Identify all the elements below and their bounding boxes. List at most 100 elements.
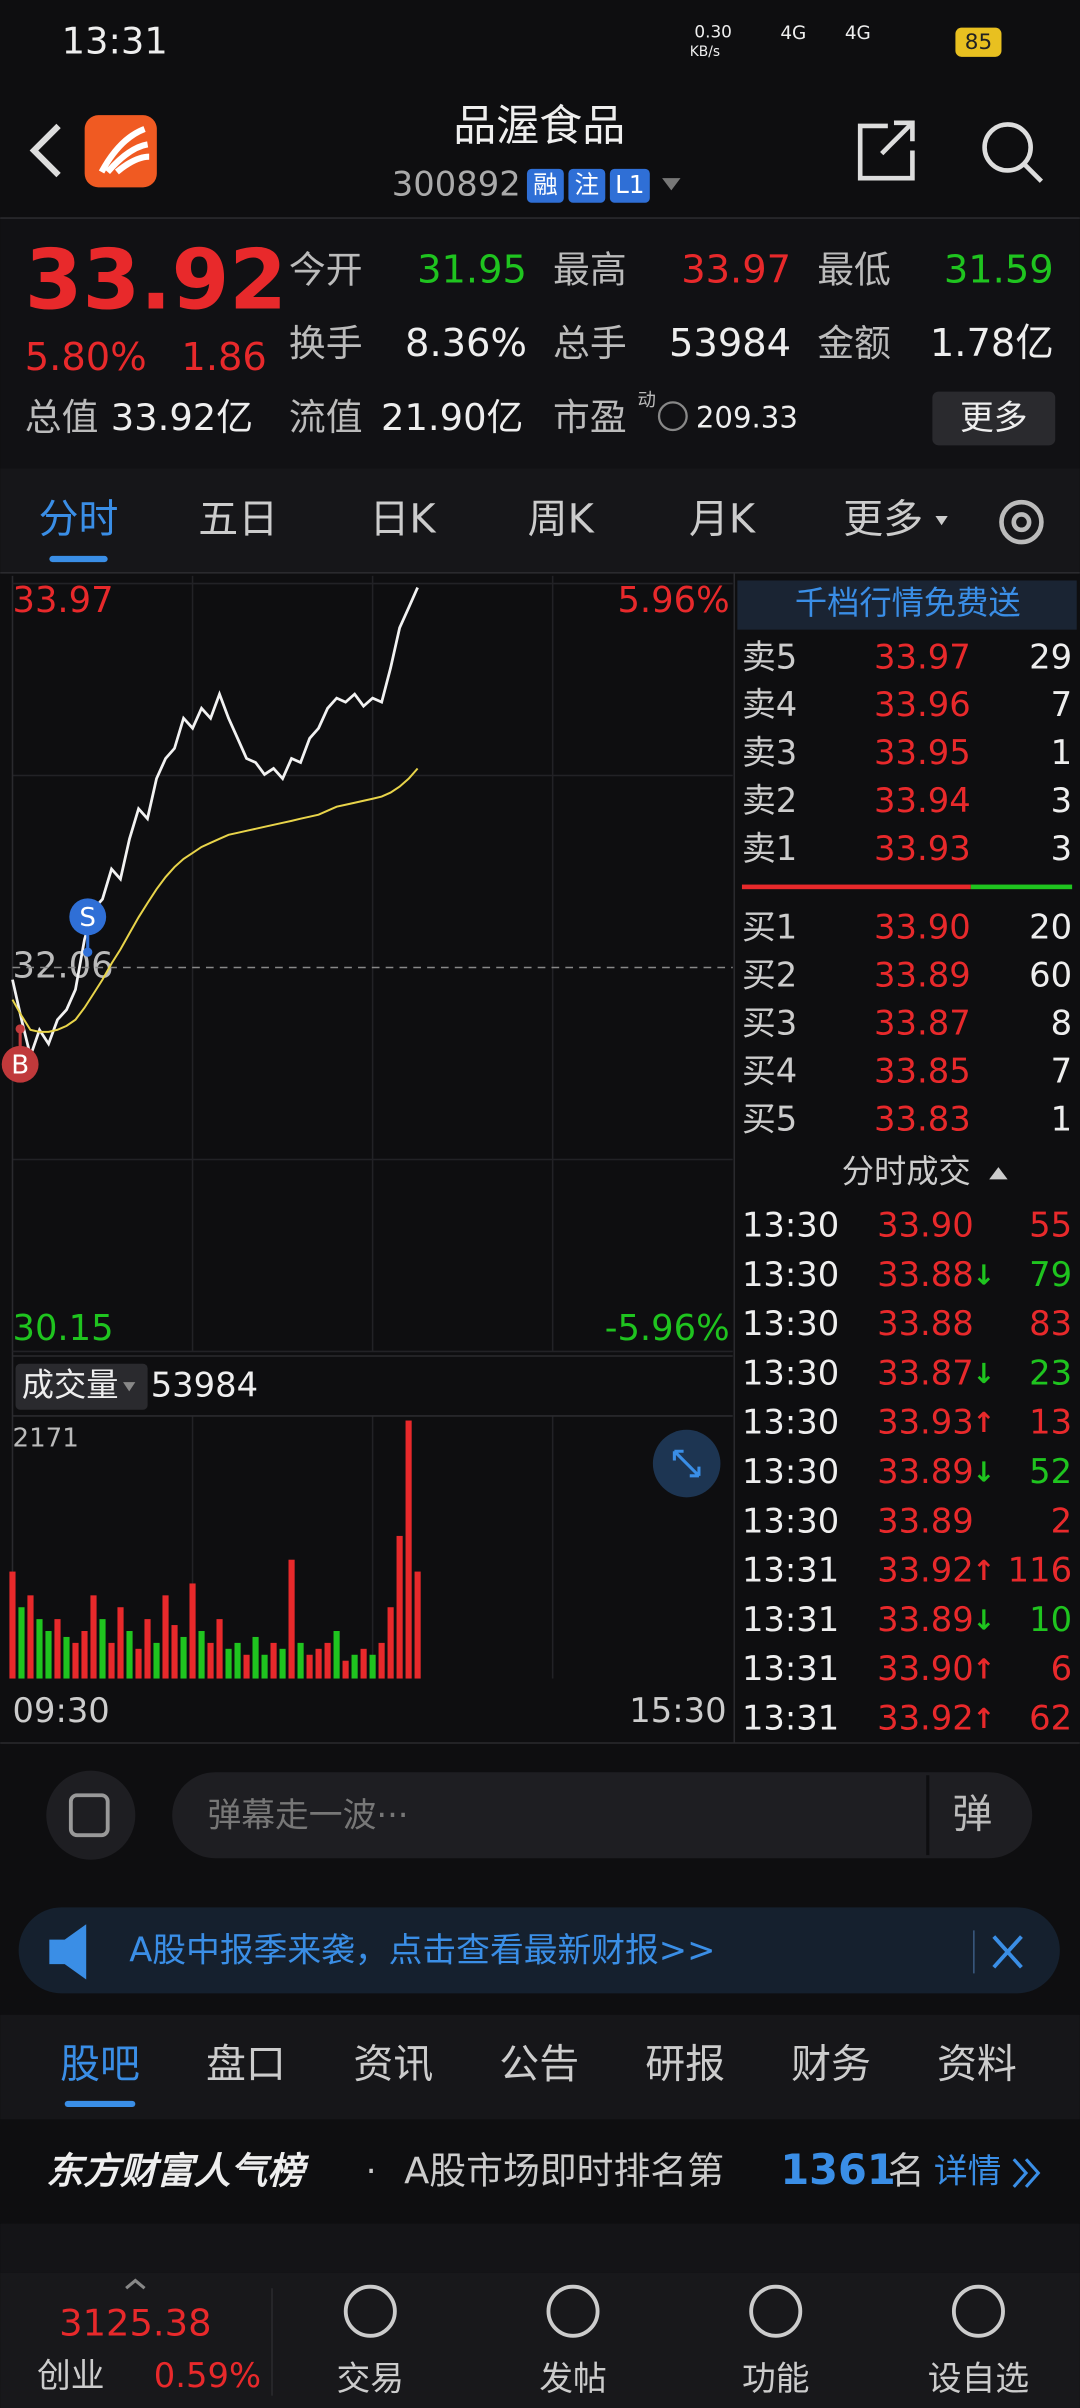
- trades-title: 分时成交: [842, 1152, 971, 1190]
- comment-placeholder[interactable]: 弹幕走一波···: [208, 1795, 409, 1834]
- ask-ratio: [741, 884, 971, 890]
- trade-time: 13:30: [742, 1206, 839, 1245]
- volume-selector[interactable]: [15, 1363, 148, 1410]
- banner-bg[interactable]: [18, 1907, 1060, 1994]
- signal: 4G: [780, 23, 806, 44]
- stock-code: 300892: [392, 164, 521, 203]
- book-level: 卖4: [742, 685, 797, 724]
- nav-icon[interactable]: [951, 2284, 1005, 2338]
- volume-bar: [99, 1619, 106, 1679]
- nav-icon[interactable]: [343, 2284, 397, 2338]
- separator: ·: [366, 2152, 377, 2191]
- book-price: 33.96: [874, 685, 971, 724]
- nav-icon[interactable]: [749, 2284, 803, 2338]
- chart-tab[interactable]: 分时: [39, 497, 119, 543]
- section-tab[interactable]: 股吧: [60, 2042, 140, 2088]
- marker-dot: [15, 1024, 25, 1034]
- field-label: 今开: [289, 248, 363, 291]
- share-icon[interactable]: [857, 120, 915, 181]
- promo-label[interactable]: 千档行情免费送: [795, 584, 1021, 622]
- book-price: 33.90: [874, 908, 971, 947]
- volume-bar: [27, 1595, 34, 1679]
- volume-bar: [54, 1619, 61, 1679]
- volume-bar: [72, 1642, 79, 1679]
- trade-direction: ↑: [972, 1554, 995, 1587]
- field-value: 53984: [669, 321, 791, 366]
- chart-tab[interactable]: 日K: [370, 497, 437, 543]
- trade-time: 13:30: [742, 1501, 839, 1540]
- banner-text[interactable]: A股中报季来袭，点击查看最新财报>>: [129, 1930, 715, 1969]
- settings-icon[interactable]: [999, 499, 1044, 545]
- section-tab[interactable]: 资料: [937, 2042, 1017, 2088]
- trade-direction: ↓: [972, 1357, 995, 1390]
- section-tab[interactable]: 资讯: [353, 2042, 433, 2088]
- close-icon[interactable]: [992, 1935, 1023, 1969]
- trade-time: 13:31: [742, 1600, 839, 1639]
- book-level: 卖2: [742, 781, 797, 820]
- comment-icon: [68, 1793, 110, 1838]
- nav-label[interactable]: 发帖: [539, 2359, 607, 2398]
- chart-tab[interactable]: 月K: [689, 497, 756, 543]
- volume-bar: [369, 1654, 376, 1679]
- trade-volume: 6: [1051, 1649, 1072, 1688]
- trade-time: 13:31: [742, 1551, 839, 1590]
- trade-volume: 116: [1008, 1551, 1072, 1590]
- y2-tick-label: -5.96%: [605, 1308, 730, 1349]
- tab-underline: [49, 555, 108, 563]
- nav-label[interactable]: 设自选: [928, 2359, 1029, 2398]
- field-label: 金额: [817, 322, 891, 365]
- chevron-icon: [1012, 2158, 1041, 2188]
- trade-volume: 55: [1029, 1206, 1072, 1245]
- more-button[interactable]: [932, 391, 1056, 446]
- nav-label[interactable]: 功能: [742, 2359, 810, 2398]
- volume-bar: [279, 1648, 286, 1679]
- section-tab[interactable]: 研报: [645, 2042, 725, 2088]
- book-volume: 8: [1051, 1003, 1072, 1042]
- index-value[interactable]: 3125.38: [59, 2302, 211, 2345]
- trade-price: 33.90: [877, 1649, 974, 1688]
- trade-volume: 10: [1029, 1600, 1072, 1639]
- bottom-nav: [0, 2272, 1080, 2408]
- book-volume: 3: [1051, 781, 1072, 820]
- comment-input[interactable]: [172, 1772, 1033, 1859]
- trade-price: 33.92: [877, 1699, 974, 1738]
- dropdown-icon: [123, 1382, 136, 1392]
- x-tick-label: 09:30: [12, 1691, 109, 1730]
- search-icon[interactable]: [982, 122, 1033, 173]
- volume-bar: [207, 1642, 214, 1679]
- trade-time: 13:30: [742, 1304, 839, 1343]
- danmaku-button[interactable]: 弹: [952, 1791, 992, 1837]
- promo-bg[interactable]: [737, 580, 1077, 630]
- section-tab[interactable]: 盘口: [206, 2042, 286, 2088]
- chart-tab[interactable]: 五日: [198, 497, 278, 543]
- speaker-icon: [49, 1924, 87, 1980]
- volume-bar: [180, 1636, 187, 1679]
- net-unit: KB/s: [690, 44, 720, 60]
- comment-icon-bg[interactable]: [46, 1770, 136, 1860]
- field-label: 换手: [289, 322, 363, 365]
- more-label[interactable]: 更多: [960, 398, 1028, 437]
- trade-direction: ↓: [972, 1258, 995, 1291]
- volume-bar: [198, 1631, 205, 1679]
- trade-direction: ↑: [972, 1406, 995, 1439]
- tag-bg: [568, 168, 606, 203]
- ranking-link[interactable]: 详情: [934, 2152, 1002, 2191]
- y-tick-label: 32.06: [12, 946, 113, 987]
- tag-bg: [609, 168, 650, 203]
- book-volume: 29: [1029, 637, 1072, 676]
- volume-bar: [378, 1642, 385, 1679]
- section-tab[interactable]: 公告: [499, 2042, 579, 2088]
- nav-icon[interactable]: [546, 2284, 600, 2338]
- volume-bar: [315, 1648, 322, 1679]
- chart-tab[interactable]: 周K: [528, 497, 595, 543]
- sort-icon: [989, 1167, 1008, 1180]
- section-tab[interactable]: 财务: [791, 2042, 871, 2088]
- trade-price: 33.93: [877, 1403, 974, 1442]
- nav-label[interactable]: 交易: [337, 2359, 405, 2398]
- back-icon[interactable]: [29, 123, 61, 178]
- dropdown-icon[interactable]: [662, 178, 681, 191]
- book-level: 卖1: [742, 829, 797, 868]
- chart-tab[interactable]: 更多: [843, 497, 923, 543]
- last-price: 33.92: [25, 232, 287, 329]
